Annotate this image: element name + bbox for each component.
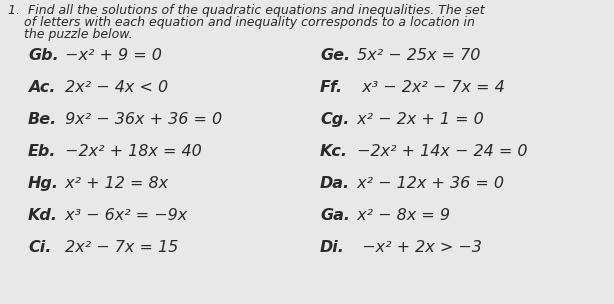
Text: −x² + 9 = 0: −x² + 9 = 0 bbox=[60, 48, 162, 63]
Text: x³ − 2x² − 7x = 4: x³ − 2x² − 7x = 4 bbox=[352, 80, 505, 95]
Text: Ci.: Ci. bbox=[28, 240, 52, 255]
Text: x² + 12 = 8x: x² + 12 = 8x bbox=[60, 176, 168, 191]
Text: 2x² − 7x = 15: 2x² − 7x = 15 bbox=[60, 240, 178, 255]
Text: 1.  Find all the solutions of the quadratic equations and inequalities. The set: 1. Find all the solutions of the quadrat… bbox=[8, 4, 484, 17]
Text: Hg.: Hg. bbox=[28, 176, 59, 191]
Text: Ff.: Ff. bbox=[320, 80, 343, 95]
Text: Be.: Be. bbox=[28, 112, 57, 127]
Text: the puzzle below.: the puzzle below. bbox=[8, 28, 133, 41]
Text: Kc.: Kc. bbox=[320, 144, 348, 159]
Text: Eb.: Eb. bbox=[28, 144, 56, 159]
Text: Gb.: Gb. bbox=[28, 48, 59, 63]
Text: −2x² + 18x = 40: −2x² + 18x = 40 bbox=[60, 144, 202, 159]
Text: Kd.: Kd. bbox=[28, 208, 58, 223]
Text: 2x² − 4x < 0: 2x² − 4x < 0 bbox=[60, 80, 168, 95]
Text: x³ − 6x² = −9x: x³ − 6x² = −9x bbox=[60, 208, 187, 223]
Text: x² − 12x + 36 = 0: x² − 12x + 36 = 0 bbox=[352, 176, 504, 191]
Text: −2x² + 14x − 24 = 0: −2x² + 14x − 24 = 0 bbox=[352, 144, 527, 159]
Text: Ge.: Ge. bbox=[320, 48, 350, 63]
Text: Da.: Da. bbox=[320, 176, 350, 191]
Text: Di.: Di. bbox=[320, 240, 345, 255]
Text: 9x² − 36x + 36 = 0: 9x² − 36x + 36 = 0 bbox=[60, 112, 222, 127]
Text: of letters with each equation and inequality corresponds to a location in: of letters with each equation and inequa… bbox=[8, 16, 475, 29]
Text: 5x² − 25x = 70: 5x² − 25x = 70 bbox=[352, 48, 480, 63]
Text: −x² + 2x > −3: −x² + 2x > −3 bbox=[352, 240, 482, 255]
Text: Ga.: Ga. bbox=[320, 208, 350, 223]
Text: x² − 8x = 9: x² − 8x = 9 bbox=[352, 208, 450, 223]
Text: Cg.: Cg. bbox=[320, 112, 349, 127]
Text: Ac.: Ac. bbox=[28, 80, 55, 95]
Text: x² − 2x + 1 = 0: x² − 2x + 1 = 0 bbox=[352, 112, 484, 127]
